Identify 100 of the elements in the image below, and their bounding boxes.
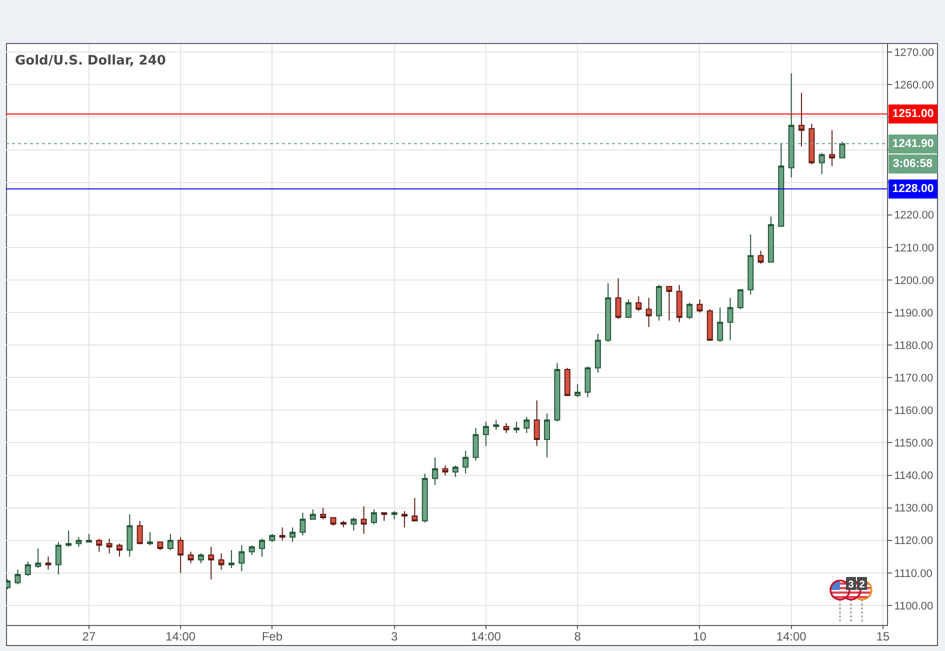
candlestick	[188, 551, 194, 564]
y-tick-label: 1160.00	[894, 405, 934, 418]
y-tick-label: 1100.00	[894, 600, 934, 612]
candlestick	[178, 536, 184, 574]
candlestick	[157, 542, 164, 551]
candlestick	[208, 546, 214, 580]
candlestick	[768, 216, 774, 263]
x-tick-label: 14:00	[470, 629, 502, 644]
candlestick	[758, 250, 764, 264]
candlestick	[310, 508, 316, 520]
candlestick	[96, 538, 102, 552]
candlestick	[696, 299, 703, 314]
candlestick	[300, 512, 306, 536]
candlestick	[513, 421, 520, 434]
candlestick	[259, 538, 265, 558]
candlestick	[462, 450, 469, 474]
candlestick	[625, 299, 632, 318]
x-tick-label: 14:00	[166, 629, 196, 644]
candlestick	[147, 532, 154, 546]
ref-line-label: 1241.90	[892, 138, 934, 150]
candlestick	[167, 533, 174, 551]
ref-line-label: 1228.00	[892, 183, 934, 195]
y-tick-label: 1270.00	[894, 46, 934, 59]
candlestick	[717, 307, 724, 342]
candlestick	[798, 92, 804, 148]
x-tick-label: 10	[693, 629, 707, 644]
candlestick	[116, 543, 122, 558]
candlestick	[136, 520, 143, 544]
candlestick	[340, 520, 346, 528]
candlestick	[615, 278, 622, 320]
candlestick	[636, 296, 642, 312]
candlestick	[503, 422, 510, 434]
candlestick	[482, 421, 489, 446]
text: 3:06:58	[892, 158, 934, 170]
candlestick	[472, 428, 479, 462]
candlestick	[330, 517, 336, 526]
candlestick	[646, 297, 652, 328]
candlestick	[432, 456, 438, 486]
candlestick	[656, 284, 662, 322]
candlestick	[748, 234, 754, 296]
candlestick	[402, 510, 408, 528]
candlestick	[554, 362, 560, 422]
x-tick-label: 27	[82, 629, 96, 644]
y-tick-label: 1130.00	[894, 502, 934, 515]
candlestick	[14, 569, 21, 585]
candlestick	[422, 473, 428, 523]
candlestick	[248, 544, 255, 556]
candlestick	[442, 465, 448, 476]
x-tick-label: Feb	[262, 629, 283, 644]
candlestick	[605, 282, 612, 342]
candlestick	[737, 289, 744, 310]
candlestick	[452, 465, 458, 478]
candlestick	[45, 556, 52, 570]
y-tick-label: 1120.00	[894, 535, 934, 548]
candlestick	[106, 538, 112, 554]
candlestick	[706, 308, 713, 341]
y-tick-label: 1190.00	[894, 307, 934, 320]
y-tick-label: 1200.00	[894, 274, 934, 287]
candlestick	[228, 550, 234, 569]
candlestick	[727, 297, 734, 341]
candlestick	[574, 384, 581, 398]
candlestick	[676, 284, 682, 323]
candlestick	[524, 416, 530, 434]
candlestick	[55, 542, 62, 576]
candlestick	[24, 561, 31, 577]
candlestick	[544, 412, 550, 458]
candlestick	[412, 498, 418, 522]
y-tick-label: 1260.00	[894, 80, 934, 92]
candlestick	[493, 419, 500, 430]
candlestick	[584, 366, 591, 398]
ref-line-label: 1251.00	[892, 108, 934, 120]
candlestick	[279, 526, 286, 541]
x-tick-label: 8	[574, 629, 582, 644]
candlestick	[829, 130, 836, 167]
candlestick	[218, 552, 224, 570]
candlestick	[391, 510, 398, 520]
candlestick	[6, 578, 11, 590]
y-tick-label: 1210.00	[894, 242, 934, 254]
candlestick	[76, 536, 82, 548]
candlestick	[686, 302, 693, 320]
x-tick-label: 3	[390, 629, 398, 644]
candlestick	[35, 548, 42, 569]
candlestick	[818, 152, 825, 175]
y-tick-label: 1170.00	[894, 372, 934, 384]
candlestick	[238, 544, 245, 572]
candlestick	[66, 530, 72, 548]
text: Gold/U.S. Dollar, 240	[15, 54, 166, 69]
candlestick	[350, 517, 357, 532]
candlestick	[594, 333, 601, 374]
candlestick	[381, 512, 388, 522]
candlestick	[320, 507, 326, 520]
y-tick-label: 1140.00	[894, 470, 934, 482]
candlestick	[86, 533, 92, 542]
x-tick-label: 14:00	[776, 629, 807, 644]
candlestick	[808, 123, 815, 165]
annotation: 3	[848, 580, 854, 590]
annotation: 2	[859, 580, 866, 590]
y-tick-label: 1220.00	[894, 210, 934, 222]
candlestick	[290, 526, 296, 542]
candlestick	[126, 514, 133, 558]
